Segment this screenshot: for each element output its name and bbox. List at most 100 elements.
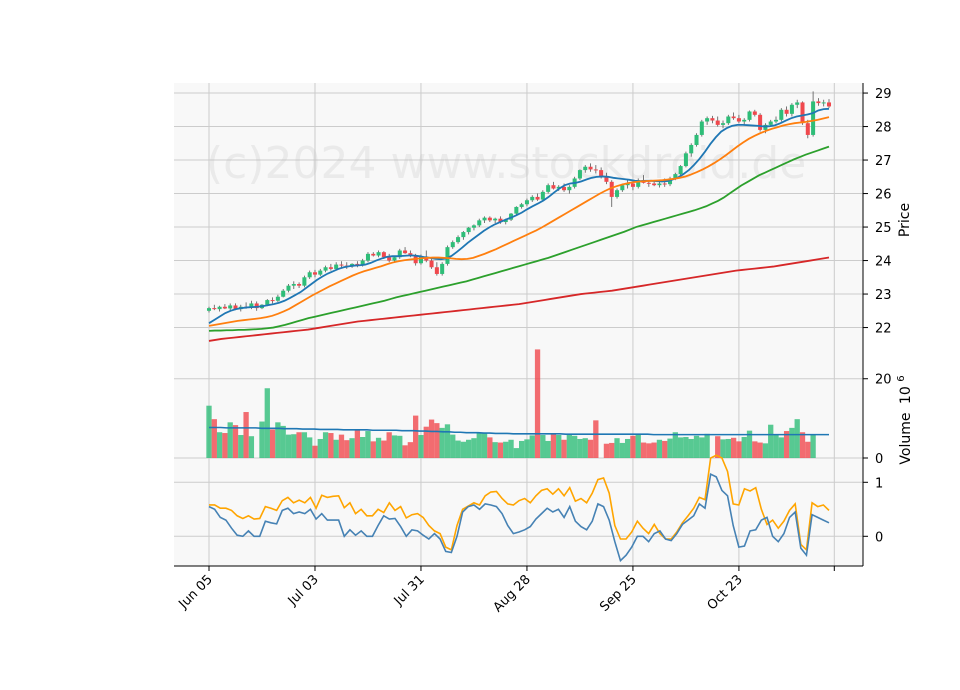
volume-bar [519, 440, 525, 458]
candle-body [821, 102, 826, 104]
candle-body [699, 121, 704, 135]
volume-bar [503, 441, 509, 458]
oscillator-line [208, 473, 830, 563]
candle-body [646, 182, 651, 184]
volume-bar [773, 435, 779, 458]
volume-bar [789, 427, 795, 458]
volume-bar [248, 436, 255, 458]
volume-bar [587, 439, 594, 458]
candle-body [206, 308, 212, 311]
candle-body [593, 169, 598, 171]
moving-average-line [208, 256, 830, 342]
candle-body [334, 264, 339, 269]
candle-body [636, 180, 641, 187]
candle-body [323, 267, 328, 271]
volume-bar [428, 419, 435, 458]
volume-bar [513, 448, 519, 458]
candle-body [694, 134, 699, 145]
volume-bar [423, 426, 429, 458]
volume-bar [651, 442, 657, 458]
volume-bar [264, 388, 270, 458]
volume-bar [232, 425, 239, 458]
candle-body [429, 260, 434, 268]
volume-bar [413, 415, 419, 458]
candle-body [275, 296, 280, 301]
oscillator-line [209, 454, 830, 552]
candle-body [826, 102, 832, 107]
candle-body [403, 250, 408, 254]
volume-bar [699, 437, 705, 458]
candle-body [599, 170, 604, 177]
volume-bar [211, 419, 217, 458]
candle-body [768, 121, 773, 125]
candle-body [588, 166, 593, 170]
volume-bar [397, 435, 403, 458]
volume-bar [333, 439, 339, 458]
volume-bar [492, 442, 498, 458]
y-tick-label: 0 [875, 530, 883, 545]
volume-bar [736, 441, 742, 458]
candle-body [387, 257, 392, 261]
candle-body [625, 183, 630, 186]
volume-bar [455, 440, 461, 458]
candle-body [217, 306, 222, 310]
candle-body [546, 185, 551, 192]
candle-body [461, 232, 466, 238]
candle-body [514, 206, 519, 214]
volume-bar [391, 435, 398, 458]
volume-bar [238, 435, 244, 458]
candle-body [620, 185, 625, 191]
candle-body [371, 253, 376, 256]
volume-bar [243, 412, 249, 458]
volume-bar [609, 442, 615, 458]
moving-average-line [208, 116, 830, 327]
volume-bar [291, 434, 297, 458]
volume-bar [312, 445, 318, 458]
panel-background [174, 83, 863, 351]
volume-bar [677, 437, 684, 458]
volume-bar [582, 438, 588, 458]
volume-axis-title: Volume 10 6 [896, 375, 914, 464]
y-tick-label: 25 [875, 221, 892, 236]
volume-bar [259, 421, 265, 458]
volume-bar [730, 437, 737, 458]
volume-bar [529, 435, 535, 458]
volume-bar [762, 443, 769, 458]
panel-background [174, 458, 863, 566]
volume-bar [497, 442, 504, 458]
x-tick-label: Oct 23 [705, 572, 746, 613]
candle-body [630, 183, 635, 187]
candle-body [318, 270, 323, 275]
candle-body [604, 176, 609, 182]
volume-bar [317, 438, 323, 458]
moving-average-line [208, 107, 830, 324]
volume-bar [280, 425, 286, 458]
volume-bar [757, 442, 763, 458]
volume-bar [439, 427, 445, 458]
candle-body [530, 196, 535, 201]
volume-bar [630, 435, 636, 458]
volume-bar [577, 438, 583, 458]
volume-bar [550, 433, 557, 458]
oscillator-lines [208, 454, 830, 563]
candle-body [562, 186, 567, 191]
volume-bar [571, 435, 578, 458]
volume-bar [656, 439, 663, 458]
candle-body [466, 227, 471, 233]
candle-body [487, 217, 492, 221]
volume-bar [349, 438, 355, 458]
candle-body [805, 123, 810, 135]
volume-bar [693, 435, 700, 458]
candle-body [477, 220, 482, 226]
volume-bar [354, 429, 361, 458]
candle-body [583, 166, 588, 171]
volume-bar [407, 442, 414, 458]
volume-bar [471, 438, 477, 458]
candle-body [265, 300, 270, 305]
volume-bar [322, 432, 329, 458]
volume-bar [778, 437, 784, 458]
candle-body [816, 101, 821, 104]
volume-bar [810, 435, 816, 458]
y-tick-label: 20 [875, 373, 892, 388]
